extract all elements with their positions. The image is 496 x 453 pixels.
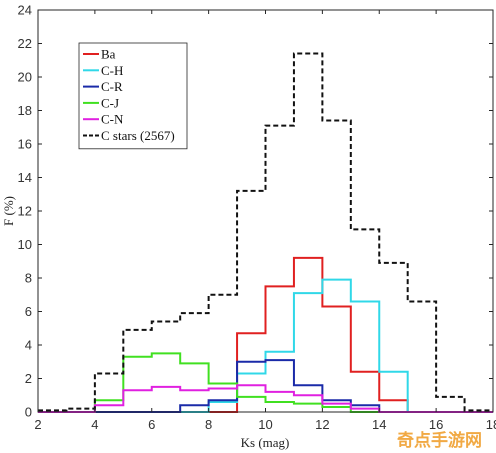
- x-tick-label: 8: [205, 417, 212, 432]
- x-tick-label: 2: [34, 417, 41, 432]
- y-tick-label: 8: [25, 271, 32, 286]
- legend-label-c-n: C-N: [101, 112, 124, 127]
- y-tick-label: 18: [18, 103, 32, 118]
- legend-label-ba: Ba: [101, 47, 116, 62]
- plot-frame: [37, 9, 494, 413]
- y-tick-label: 12: [18, 204, 32, 219]
- y-tick-label: 22: [18, 36, 32, 51]
- x-tick-label: 10: [258, 417, 272, 432]
- series-c-stars-2567: [38, 52, 493, 412]
- x-axis-label: Ks (mag): [241, 435, 290, 450]
- y-tick-label: 6: [25, 304, 32, 319]
- legend-label-c-r: C-R: [101, 79, 123, 94]
- watermark: 奇点手游网: [397, 430, 482, 451]
- x-tick-label: 12: [315, 417, 329, 432]
- x-tick-label: 14: [372, 417, 386, 432]
- x-tick-label: 6: [148, 417, 155, 432]
- axes: 24681012141618024681012141618202224: [18, 3, 496, 433]
- y-tick-label: 10: [18, 237, 32, 252]
- x-tick-label: 16: [429, 417, 443, 432]
- x-tick-label: 4: [91, 417, 98, 432]
- y-tick-label: 2: [25, 371, 32, 386]
- legend: BaC-HC-RC-J C-NC stars (2567): [78, 42, 188, 150]
- legend-box: [78, 42, 188, 150]
- y-tick-label: 24: [18, 3, 32, 18]
- y-tick-label: 20: [18, 70, 32, 85]
- legend-label-c-stars-2567: C stars (2567): [101, 128, 175, 143]
- y-tick-label: 14: [18, 170, 32, 185]
- legend-label-c-h: C-H: [101, 63, 123, 78]
- x-tick-label: 18: [486, 417, 496, 432]
- y-tick-label: 16: [18, 137, 32, 152]
- y-axis-label: F (%): [1, 196, 16, 226]
- y-tick-label: 4: [25, 338, 32, 353]
- legend-label-c-j: C-J: [101, 95, 119, 110]
- y-tick-label: 0: [25, 405, 32, 420]
